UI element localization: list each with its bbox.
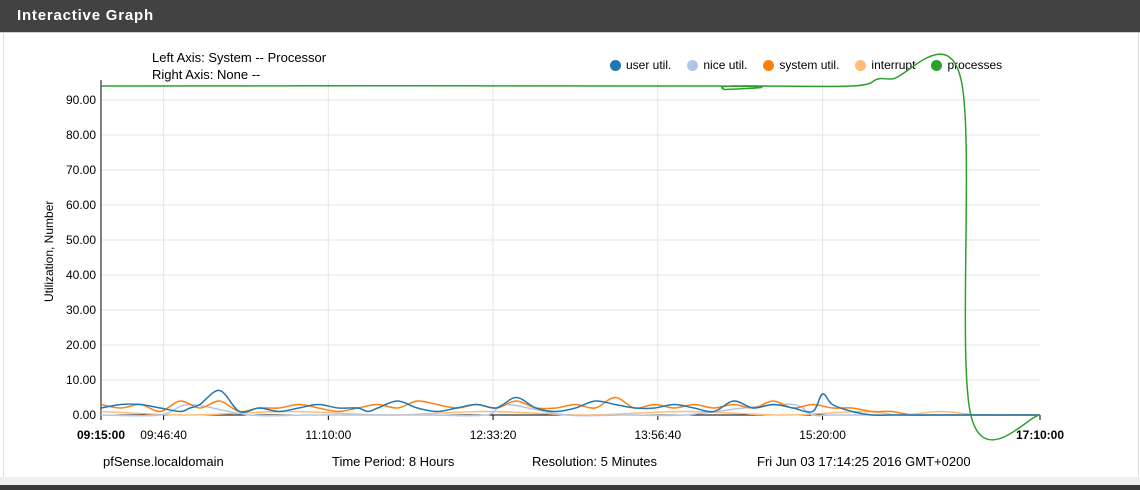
- legend-dot-icon: [763, 59, 775, 71]
- y-tick-label: 80.00: [66, 128, 96, 142]
- x-tick-label: 12:33:20: [470, 428, 517, 442]
- y-tick-label: 40.00: [66, 268, 96, 282]
- legend-dot-icon: [687, 59, 699, 71]
- series-line-processes: [100, 53, 1041, 441]
- legend-label: system util.: [779, 58, 840, 72]
- y-tick-label: 20.00: [66, 338, 96, 352]
- y-tick-label: 60.00: [66, 198, 96, 212]
- legend-item[interactable]: interrupt: [855, 58, 915, 72]
- x-tick-label: 17:10:00: [1016, 428, 1064, 442]
- panel-body: [3, 33, 1139, 477]
- x-tick-label: 09:46:40: [140, 428, 187, 442]
- legend-dot-icon: [855, 59, 867, 71]
- x-tick-label: 15:20:00: [799, 428, 846, 442]
- left-axis-info: Left Axis: System -- Processor: [152, 50, 327, 65]
- footer-timestamp: Fri Jun 03 17:14:25 2016 GMT+0200: [757, 454, 971, 469]
- legend-item[interactable]: nice util.: [687, 58, 747, 72]
- series-line-user-util: [100, 389, 1040, 417]
- x-tick-label: 09:15:00: [77, 428, 125, 442]
- y-tick-label: 30.00: [66, 303, 96, 317]
- series-line-nice-util: [100, 403, 1040, 417]
- legend-dot-icon: [610, 59, 621, 71]
- x-tick-label: 13:56:40: [634, 428, 681, 442]
- legend-label: nice util.: [703, 58, 748, 72]
- bottom-bar: [0, 485, 1140, 490]
- legend-label: processes: [947, 58, 1003, 72]
- y-tick-label: 0.00: [73, 408, 97, 422]
- y-tick-label: 10.00: [66, 373, 96, 387]
- legend-item[interactable]: system util.: [763, 58, 839, 72]
- y-tick-label: 90.00: [66, 93, 96, 107]
- legend-label: interrupt: [871, 58, 916, 72]
- y-tick-label: 70.00: [66, 163, 96, 177]
- legend-item[interactable]: user util.: [610, 58, 671, 72]
- footer-resolution: Resolution: 5 Minutes: [532, 454, 658, 469]
- footer-host: pfSense.localdomain: [103, 454, 224, 469]
- footer-period: Time Period: 8 Hours: [332, 454, 455, 469]
- right-axis-info: Right Axis: None --: [152, 67, 261, 82]
- chart-legend: user util. nice util. system util. interrup…: [610, 58, 1018, 72]
- panel-header: Interactive Graph: [0, 0, 1140, 33]
- panel-title: Interactive Graph: [17, 7, 154, 24]
- legend-dot-icon: [931, 59, 943, 71]
- y-tick-label: 50.00: [66, 233, 96, 247]
- bottom-separator: [0, 477, 1140, 485]
- legend-label: user util.: [626, 58, 672, 72]
- legend-item[interactable]: processes: [931, 58, 1002, 72]
- x-tick-label: 11:10:00: [305, 428, 351, 442]
